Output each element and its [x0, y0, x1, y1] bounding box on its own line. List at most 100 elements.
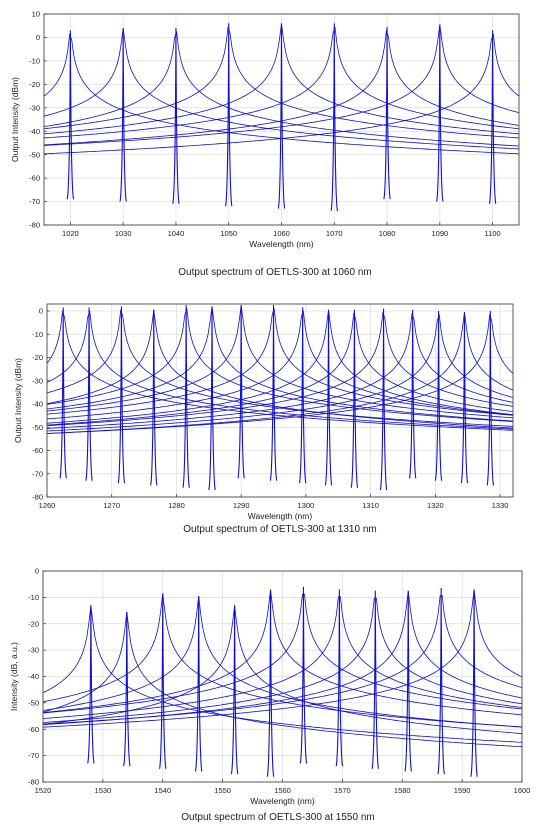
spectrum-peak	[350, 309, 359, 488]
y-tick-label: -60	[32, 446, 43, 455]
y-tick-label: -20	[32, 353, 43, 362]
x-tick-label: 1300	[298, 501, 315, 510]
x-tick-label: 1590	[454, 786, 471, 795]
spectrum-peak	[434, 310, 443, 481]
y-tick-label: -50	[29, 150, 40, 159]
y-tick-label: 10	[32, 10, 40, 19]
y-tick-label: -30	[32, 376, 43, 385]
x-tick-label: 1050	[220, 229, 237, 238]
y-axis-label: Output Intensity (dBm)	[10, 77, 20, 162]
y-tick-label: -40	[28, 672, 39, 681]
x-tick-label: 1540	[154, 786, 171, 795]
x-tick-label: 1520	[35, 786, 52, 795]
x-axis-label: Wavelength (nm)	[249, 239, 314, 249]
x-tick-label: 1580	[394, 786, 411, 795]
spectrum-peak	[371, 590, 380, 769]
spectrum-peak	[299, 586, 308, 764]
x-tick-label: 1100	[485, 229, 501, 238]
x-tick-label: 1290	[233, 501, 250, 510]
spectrum-traces	[44, 23, 519, 212]
spectrum-chart-1310nm: 1260 1270 1280 1290 1300 1310 1320 1330 0 -10 -20 -…	[13, 303, 514, 521]
y-tick-label: 0	[39, 307, 43, 316]
spectrum-peak	[237, 305, 245, 479]
y-tick-label: -80	[32, 493, 43, 502]
x-tick-label: 1060	[273, 229, 290, 238]
spectrum-chart-1060nm: 1020 1030 1040 1050 1060 1070 1080 1090 1100 10 0 -…	[10, 10, 520, 249]
x-tick-label: 1070	[326, 229, 343, 238]
spectrum-line	[47, 314, 513, 432]
spectrum-peak	[85, 307, 93, 481]
spectrum-peak	[460, 312, 469, 484]
x-tick-label: 1310	[362, 501, 379, 510]
y-tick-label: -70	[29, 197, 40, 206]
axes-frame	[46, 303, 514, 498]
spectrum-peak	[182, 305, 190, 488]
y-tick-label: -80	[28, 778, 39, 787]
spectrum-peak	[335, 589, 344, 767]
y-tick-label: 0	[36, 33, 40, 42]
spectrum-peak	[488, 30, 497, 205]
spectrum-line	[47, 311, 513, 427]
x-tick-label: 1560	[274, 786, 291, 795]
x-tick-label: 1600	[514, 786, 531, 795]
spectrum-traces	[47, 305, 513, 491]
x-tick-label: 1530	[95, 786, 112, 795]
caption-1060nm: Output spectrum of OETLS-300 at 1060 nm	[178, 267, 371, 278]
spectrum-peak	[66, 30, 75, 200]
caption-1550nm: Output spectrum of OETLS-300 at 1550 nm	[181, 812, 374, 823]
spectrum-peak	[269, 305, 278, 481]
spectrum-line	[47, 310, 513, 420]
x-tick-label: 1320	[427, 501, 444, 510]
caption-1310nm: Output spectrum of OETLS-300 at 1310 nm	[183, 524, 376, 535]
spectrum-peak	[123, 611, 131, 767]
x-tick-label: 1080	[379, 229, 396, 238]
x-tick-label: 1020	[62, 229, 79, 238]
spectrum-peak	[59, 307, 67, 479]
y-tick-label: -30	[29, 103, 40, 112]
spectrum-peak	[277, 23, 286, 209]
y-tick-label: -20	[29, 80, 40, 89]
spectrum-chart-1550nm: 1520 1530 1540 1550 1560 1570 1580 1590 1600 0 -10…	[9, 567, 530, 806]
spectrum-peak	[194, 596, 203, 772]
spectrum-peak	[266, 589, 275, 777]
y-tick-label: -70	[32, 469, 43, 478]
spectrum-line	[47, 313, 513, 426]
y-tick-label: -50	[32, 423, 43, 432]
y-tick-label: -10	[29, 56, 40, 65]
spectrum-peak	[298, 307, 307, 484]
y-tick-label: 0	[35, 567, 39, 576]
y-tick-label: -20	[28, 619, 39, 628]
spectrum-line	[43, 595, 522, 725]
y-tick-label: -50	[28, 698, 39, 707]
x-axis-label: Wavelength (nm)	[248, 511, 313, 521]
x-tick-label: 1270	[103, 501, 120, 510]
spectrum-line	[47, 313, 513, 429]
x-tick-label: 1570	[334, 786, 351, 795]
y-tick-label: -60	[29, 174, 40, 183]
spectrum-line	[47, 308, 513, 416]
y-tick-label: -40	[29, 127, 40, 136]
x-tick-label: 1280	[168, 501, 185, 510]
x-tick-label: 1030	[115, 229, 132, 238]
plot-area	[47, 304, 513, 497]
spectrum-line	[47, 305, 513, 419]
spectrum-peak	[470, 589, 478, 777]
spectrum-line	[47, 314, 513, 434]
spectrum-peak	[150, 309, 158, 486]
spectrum-peak	[172, 28, 180, 205]
spectrum-peak	[330, 23, 339, 212]
spectrum-line	[43, 589, 522, 728]
spectrum-peak	[436, 24, 444, 202]
spectrum-peak	[437, 588, 445, 775]
y-axis-label: Output Intensity (dBm)	[13, 358, 23, 443]
spectrum-peak	[208, 306, 216, 491]
spectrum-peak	[87, 605, 95, 764]
x-tick-label: 1090	[431, 229, 448, 238]
x-tick-label: 1550	[214, 786, 231, 795]
spectrum-peak	[408, 309, 417, 479]
spectrum-line	[47, 309, 513, 429]
x-tick-label: 1330	[492, 501, 509, 510]
spectrum-peak	[119, 28, 127, 202]
spectrum-peak	[379, 308, 388, 491]
